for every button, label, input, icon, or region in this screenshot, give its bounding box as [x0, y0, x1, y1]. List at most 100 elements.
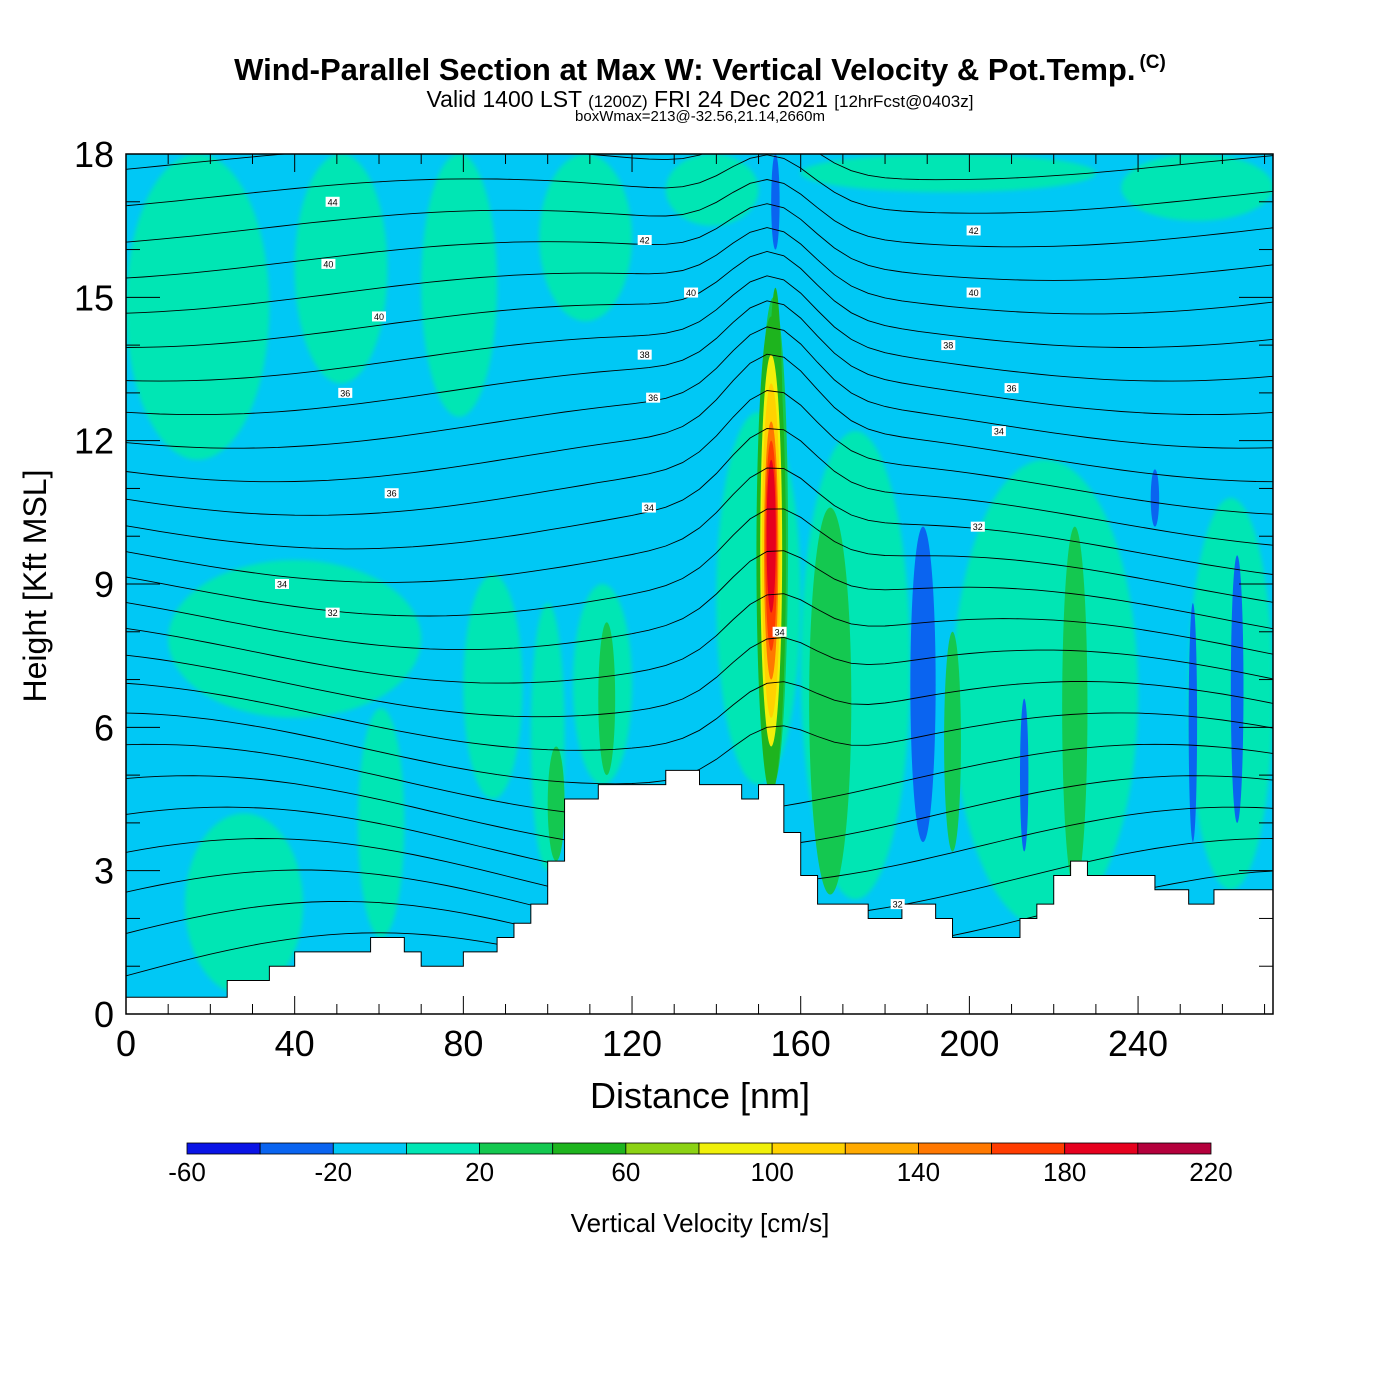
- contour-label: 34: [644, 503, 654, 513]
- contour-label-box: [966, 287, 981, 298]
- velocity-cell: [1019, 698, 1029, 852]
- chart-title: Wind-Parallel Section at Max W: Vertical…: [0, 52, 1400, 88]
- contour-label: 44: [328, 197, 338, 207]
- contour-label: 34: [277, 580, 287, 590]
- contour-label: 38: [640, 350, 650, 360]
- colorbar-swatch: [698, 1142, 773, 1155]
- x-tick-label: 120: [602, 1023, 662, 1064]
- theta-contour: [126, 681, 1273, 751]
- theta-contour: [126, 203, 1273, 281]
- forecast-info: [12hrFcst@0403z]: [834, 92, 974, 111]
- velocity-cell: [598, 622, 616, 776]
- theta-contour: [126, 508, 1273, 617]
- theta-contour: [126, 467, 1273, 583]
- x-tick-label: 40: [275, 1023, 315, 1064]
- x-tick-label: 80: [443, 1023, 483, 1064]
- contour-label-box: [970, 521, 985, 532]
- theta-contour: [126, 428, 1273, 550]
- velocity-cell: [294, 154, 388, 384]
- contour-label-box: [372, 311, 387, 322]
- colorbar-tick-label: 100: [750, 1157, 793, 1187]
- velocity-cell: [1188, 498, 1273, 890]
- theta-contour: [126, 593, 1273, 684]
- colorbar-tick-label: 60: [611, 1157, 640, 1187]
- contour-label: 36: [1007, 384, 1017, 394]
- colorbar-tick-label: 140: [897, 1157, 940, 1187]
- contour-label-box: [325, 607, 340, 618]
- colorbar-swatch: [406, 1142, 480, 1155]
- theta-contour: [126, 300, 1273, 416]
- contour-label-box: [637, 235, 652, 245]
- y-tick-label: 6: [94, 707, 114, 748]
- colorbar-tick-label: 220: [1189, 1157, 1232, 1187]
- velocity-cell: [357, 708, 405, 938]
- colorbar-label: Vertical Velocity [cm/s]: [571, 1208, 830, 1238]
- colorbar-swatch: [844, 1142, 919, 1155]
- y-axis-label: Height [Kft MSL]: [17, 470, 53, 703]
- colorbar-tick-label: -20: [314, 1157, 352, 1187]
- velocity-cell: [809, 507, 852, 895]
- title-main: Wind-Parallel Section at Max W: Vertical…: [234, 52, 1136, 87]
- velocity-cell: [1150, 469, 1160, 527]
- theta-contour: [126, 390, 1273, 516]
- terrain-mask: [125, 769, 1274, 1015]
- contour-label: 40: [686, 288, 696, 298]
- valid-date: FRI 24 Dec 2021: [654, 86, 828, 112]
- box-wmax-line: boxWmax=213@-32.56,21.14,2660m: [575, 108, 825, 125]
- theta-contour: [126, 326, 1273, 449]
- colorbar-swatch: [1137, 1142, 1212, 1155]
- velocity-cell: [185, 813, 304, 995]
- velocity-cell: [771, 154, 780, 250]
- velocity-cell: [421, 154, 498, 417]
- contour-label-box: [641, 502, 656, 513]
- colorbar-swatch: [479, 1142, 554, 1155]
- contour-label-box: [684, 287, 699, 298]
- contour-label-box: [1004, 383, 1019, 394]
- contour-label-box: [646, 392, 661, 403]
- velocity-cell: [126, 154, 270, 460]
- colorbar-swatch: [186, 1142, 261, 1155]
- theta-contour: [126, 154, 1273, 214]
- velocity-cell: [1121, 154, 1273, 221]
- y-tick-label: 12: [74, 421, 114, 462]
- colorbar-tick-label: -60: [168, 1157, 206, 1187]
- contour-label-box: [384, 488, 399, 499]
- velocity-cell: [910, 526, 936, 842]
- valid-zulu: (1200Z): [588, 92, 648, 111]
- contour-label: 40: [374, 312, 384, 322]
- colorbar-swatch: [991, 1142, 1066, 1155]
- contour-label: 32: [973, 522, 983, 532]
- contour-label-box: [321, 258, 336, 269]
- contour-label: 38: [943, 341, 953, 351]
- contour-label-box: [325, 196, 340, 207]
- velocity-cell: [944, 631, 961, 852]
- y-tick-label: 18: [74, 134, 114, 175]
- colorbar-swatch: [259, 1142, 334, 1155]
- velocity-cell: [952, 459, 1139, 928]
- velocity-cell: [463, 574, 523, 799]
- x-axis-label: Distance [nm]: [590, 1075, 810, 1116]
- velocity-cell: [665, 154, 759, 226]
- theta-contour: [126, 251, 1273, 348]
- velocity-cell: [547, 746, 565, 862]
- velocity-cell: [168, 560, 422, 718]
- contour-label-box: [275, 579, 290, 589]
- y-tick-label: 15: [74, 277, 114, 318]
- theta-contour: [126, 154, 1273, 181]
- contour-label-box: [338, 387, 353, 398]
- updraft-core: [766, 459, 776, 613]
- x-tick-label: 240: [1108, 1023, 1168, 1064]
- theta-contour: [126, 275, 1273, 382]
- colorbar-tick-label: 20: [465, 1157, 494, 1187]
- colorbar-swatch: [552, 1142, 627, 1155]
- x-tick-labels: 0 40 80 120 160 200 240: [116, 1023, 1168, 1064]
- theta-contour: [126, 550, 1273, 651]
- valid-prefix: Valid 1400 LST: [426, 86, 582, 112]
- contour-label: 34: [994, 427, 1004, 437]
- contour-label-box: [637, 349, 652, 360]
- contour-label: 36: [340, 388, 350, 398]
- contour-label: 36: [648, 393, 658, 403]
- colorbar-swatch: [625, 1142, 700, 1155]
- y-tick-labels: 0 3 6 9 12 15 18: [74, 134, 114, 1035]
- colorbar-swatch: [1064, 1142, 1139, 1155]
